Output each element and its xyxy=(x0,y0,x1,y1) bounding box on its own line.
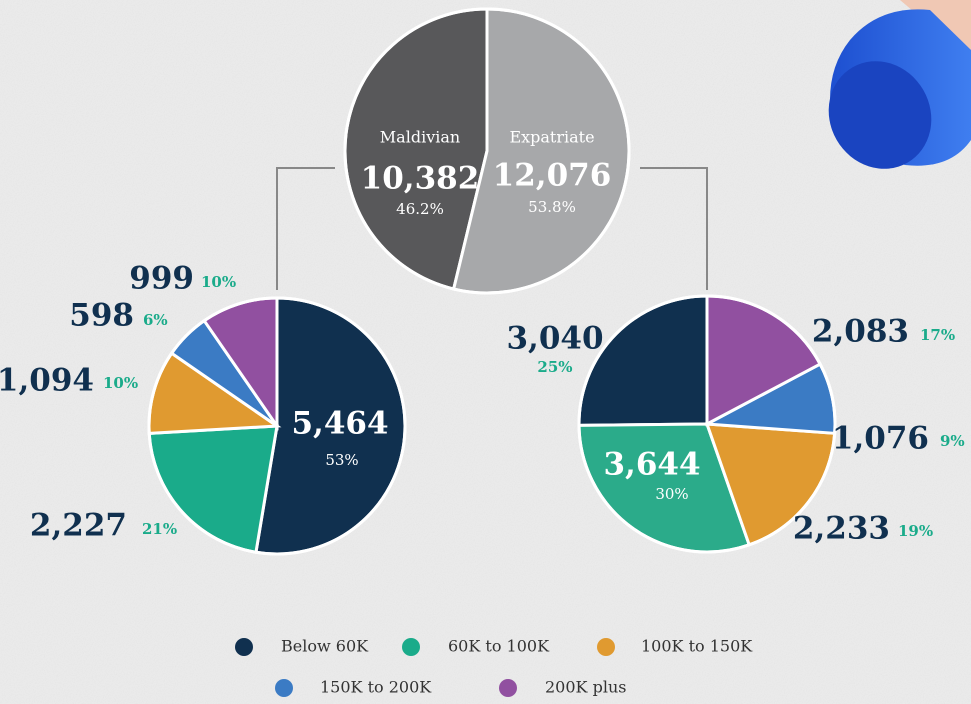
percent-label: 25% xyxy=(537,358,572,376)
percent-label: 53% xyxy=(325,451,358,469)
legend-swatch xyxy=(275,679,293,697)
legend-label: Below 60K xyxy=(281,637,369,656)
percent-label: 53.8% xyxy=(528,198,576,216)
percent-label: 46.2% xyxy=(396,200,444,218)
value-label: 5,464 xyxy=(291,406,388,442)
value-label: 2,083 xyxy=(812,314,909,350)
percent-label: 30% xyxy=(655,485,688,503)
legend-swatch xyxy=(499,679,517,697)
percent-label: 21% xyxy=(142,520,177,538)
percent-label: 10% xyxy=(103,374,138,392)
pie-outline xyxy=(147,296,407,556)
percent-label: 9% xyxy=(940,432,965,450)
percent-label: 17% xyxy=(920,326,955,344)
value-label: 10,382 xyxy=(361,161,480,197)
legend-label: 100K to 150K xyxy=(641,637,753,656)
value-label: 12,076 xyxy=(493,158,612,194)
legend-swatch xyxy=(402,638,420,656)
value-label: 2,233 xyxy=(793,511,890,547)
connectors xyxy=(276,167,708,290)
percent-label: 19% xyxy=(898,522,933,540)
legend-swatch xyxy=(597,638,615,656)
category-label: Expatriate xyxy=(509,128,594,147)
value-label: 598 xyxy=(69,298,134,334)
legend-label: 150K to 200K xyxy=(320,678,432,697)
pie-outline xyxy=(343,7,631,295)
legend-label: 60K to 100K xyxy=(448,637,550,656)
value-label: 1,094 xyxy=(0,363,94,399)
percent-label: 6% xyxy=(143,311,168,329)
legend-label: 200K plus xyxy=(545,678,626,697)
decoration xyxy=(828,0,971,169)
value-label: 3,644 xyxy=(603,447,700,483)
value-label: 999 xyxy=(129,261,194,297)
percent-label: 10% xyxy=(201,273,236,291)
pie-outline xyxy=(577,294,837,554)
value-label: 1,076 xyxy=(832,421,929,457)
value-label: 2,227 xyxy=(30,508,127,544)
category-label: Maldivian xyxy=(380,128,460,147)
value-label: 3,040 xyxy=(506,321,603,357)
legend-swatch xyxy=(235,638,253,656)
